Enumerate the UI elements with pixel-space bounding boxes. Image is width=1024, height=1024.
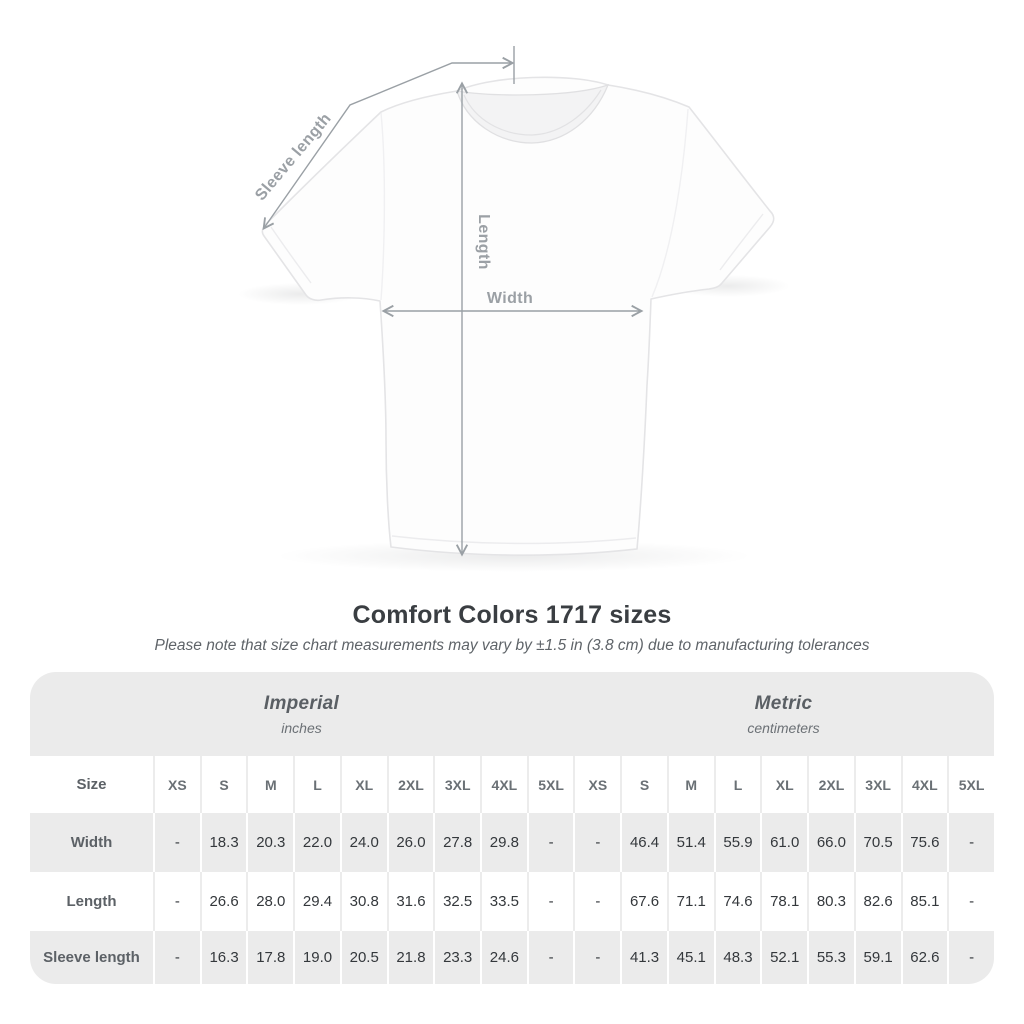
measurement-cell: 85.1: [900, 872, 948, 931]
measurement-cell: 67.6: [620, 872, 667, 931]
measurement-cell: 55.3: [807, 931, 854, 984]
measurement-cell: 59.1: [853, 931, 901, 984]
tshirt-measurement-diagram: Sleeve length Length Width: [238, 46, 790, 572]
tshirt-graphic: [261, 76, 775, 556]
measurement-cell: 61.0: [760, 813, 807, 872]
measurement-cell: 26.6: [199, 872, 247, 931]
measurement-cell: 78.1: [760, 872, 807, 931]
tolerance-note: Please note that size chart measurements…: [154, 637, 870, 654]
unit-header-band: Imperial inches Metric centimeters: [30, 672, 994, 756]
measurement-cell: -: [526, 813, 574, 872]
measurement-cell: 51.4: [666, 813, 714, 872]
measurement-cell: 75.6: [900, 813, 948, 872]
measurement-cell: -: [947, 931, 994, 984]
measurement-cell: 71.1: [666, 872, 714, 931]
measurement-cell: 18.3: [199, 813, 247, 872]
measurement-cell: -: [947, 813, 994, 872]
measurement-cell: 22.0: [293, 813, 340, 872]
measurement-cell: 24.6: [480, 931, 527, 984]
measurement-cell: -: [573, 872, 620, 931]
unit-group-metric: Metric centimeters: [573, 672, 994, 756]
unit-group-name: Imperial: [263, 692, 340, 714]
size-header-cell: 5XL: [526, 756, 574, 813]
size-table: Imperial inches Metric centimeters Size …: [30, 672, 994, 984]
measurement-cell: -: [153, 931, 200, 984]
measurement-cell: 66.0: [807, 813, 854, 872]
size-header-cell: XS: [153, 756, 200, 813]
measurement-cell: 20.5: [339, 931, 387, 984]
measurement-cell: 27.8: [433, 813, 480, 872]
size-header-cell: 4XL: [480, 756, 527, 813]
measurement-cell: 74.6: [713, 872, 761, 931]
unit-group-imperial: Imperial inches: [30, 672, 573, 756]
row-label: Width: [70, 834, 113, 851]
measurement-cell: 20.3: [246, 813, 293, 872]
measurement-cell: 45.1: [666, 931, 714, 984]
measurement-cell: 48.3: [713, 931, 761, 984]
unit-group-unit: inches: [281, 719, 322, 736]
measurement-cell: 26.0: [386, 813, 434, 872]
size-header-cell: 5XL: [947, 756, 994, 813]
table-row-length: Length - 26.6 28.0 29.4 30.8 31.6 32.5 3…: [30, 872, 994, 931]
size-header-cell: M: [666, 756, 714, 813]
measurement-cell: 33.5: [480, 872, 527, 931]
size-column-header: Size: [76, 776, 107, 793]
measurement-cell: -: [947, 872, 994, 931]
size-header-cell: XL: [760, 756, 807, 813]
measurement-cell: 52.1: [760, 931, 807, 984]
size-header-cell: 4XL: [900, 756, 948, 813]
measurement-cell: 62.6: [900, 931, 948, 984]
size-header-cell: 2XL: [386, 756, 434, 813]
measurement-cell: 19.0: [293, 931, 340, 984]
length-label: Length: [475, 214, 492, 270]
measurement-cell: 23.3: [433, 931, 480, 984]
measurement-cell: 29.8: [480, 813, 527, 872]
size-header-cell: S: [620, 756, 667, 813]
measurement-cell: 16.3: [199, 931, 247, 984]
size-header-cell: 3XL: [433, 756, 480, 813]
measurement-cell: -: [526, 931, 574, 984]
measurement-cell: -: [153, 813, 200, 872]
measurement-cell: 32.5: [433, 872, 480, 931]
sleeve-length-arrow: [264, 63, 512, 228]
measurement-cell: -: [573, 931, 620, 984]
size-header-cell: XL: [339, 756, 387, 813]
measurement-cell: 30.8: [339, 872, 387, 931]
size-header-cell: 3XL: [853, 756, 901, 813]
measurement-cell: 28.0: [246, 872, 293, 931]
measurement-cell: 80.3: [807, 872, 854, 931]
measurement-cell: 17.8: [246, 931, 293, 984]
measurement-cell: 82.6: [853, 872, 901, 931]
measurement-cell: -: [153, 872, 200, 931]
row-label: Sleeve length: [43, 949, 140, 966]
unit-group-name: Metric: [754, 692, 813, 714]
size-header-row: Size XS S M L XL 2XL 3XL 4XL 5XL XS S M …: [30, 756, 994, 813]
row-label: Length: [66, 893, 117, 910]
size-header-cell: L: [713, 756, 761, 813]
measurement-cell: 29.4: [293, 872, 340, 931]
size-header-cell: M: [246, 756, 293, 813]
size-header-cell: 2XL: [807, 756, 854, 813]
size-header-cell: S: [199, 756, 247, 813]
table-row-width: Width - 18.3 20.3 22.0 24.0 26.0 27.8 29…: [30, 813, 994, 872]
measurement-cell: 55.9: [713, 813, 761, 872]
unit-group-unit: centimeters: [747, 719, 820, 736]
measurement-cell: 24.0: [339, 813, 387, 872]
width-label: Width: [487, 290, 533, 307]
measurement-cell: 46.4: [620, 813, 667, 872]
measurement-cell: 21.8: [386, 931, 434, 984]
page-title: Comfort Colors 1717 sizes: [352, 601, 672, 629]
measurement-cell: -: [526, 872, 574, 931]
measurement-cell: 31.6: [386, 872, 434, 931]
size-header-cell: XS: [573, 756, 620, 813]
size-header-cell: L: [293, 756, 340, 813]
measurement-cell: 70.5: [853, 813, 901, 872]
measurement-cell: 41.3: [620, 931, 667, 984]
measurement-cell: -: [573, 813, 620, 872]
table-row-sleeve-length: Sleeve length - 16.3 17.8 19.0 20.5 21.8…: [30, 931, 994, 984]
